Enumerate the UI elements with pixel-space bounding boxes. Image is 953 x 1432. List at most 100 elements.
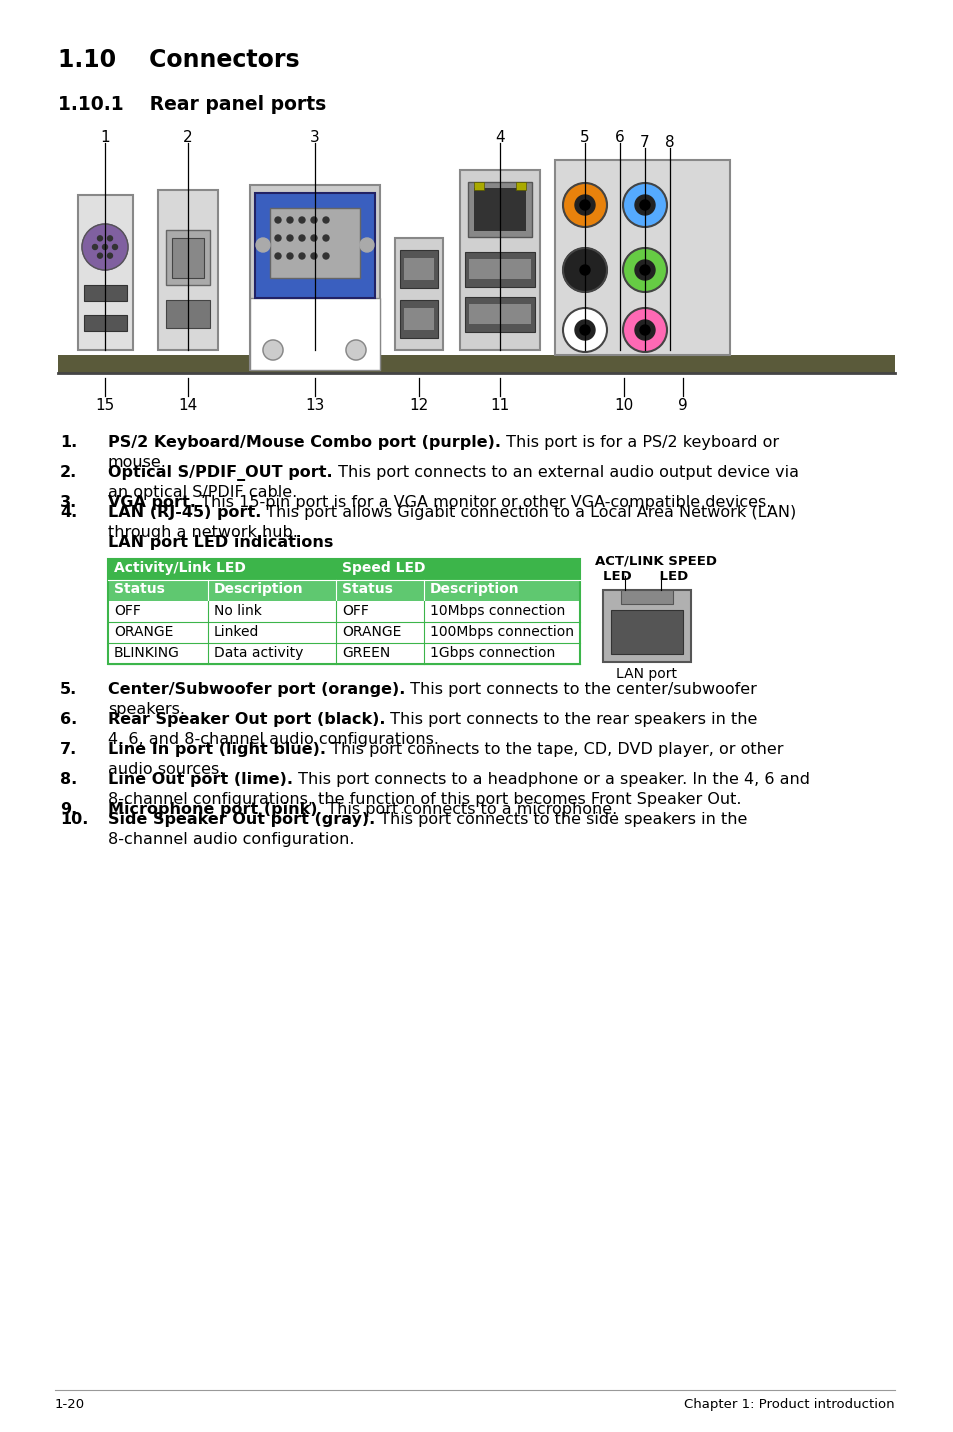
Text: 100Mbps connection: 100Mbps connection [430, 624, 574, 639]
Text: 8-channel configurations, the function of this port becomes Front Speaker Out.: 8-channel configurations, the function o… [108, 792, 740, 808]
Circle shape [274, 218, 281, 223]
Text: 12: 12 [409, 398, 428, 412]
Circle shape [82, 223, 128, 271]
Circle shape [298, 235, 305, 241]
Text: LAN port: LAN port [616, 667, 677, 682]
Circle shape [274, 253, 281, 259]
Bar [464, 296, 535, 332]
Text: 8.: 8. [60, 772, 77, 788]
Text: 4.: 4. [60, 505, 77, 520]
Text: Linked: Linked [213, 624, 259, 639]
Bar [468, 182, 532, 238]
Bar [469, 259, 531, 279]
Text: ORANGE: ORANGE [341, 624, 401, 639]
Text: an optical S/PDIF cable.: an optical S/PDIF cable. [108, 485, 297, 500]
Circle shape [622, 248, 666, 292]
Text: Rear Speaker Out port (black).: Rear Speaker Out port (black). [108, 712, 385, 727]
Text: 4: 4 [495, 130, 504, 145]
Text: ORANGE: ORANGE [113, 624, 173, 639]
Text: GREEN: GREEN [341, 646, 390, 660]
Circle shape [635, 195, 655, 215]
Circle shape [639, 200, 649, 211]
Bar [58, 355, 894, 372]
Text: This port connects to the side speakers in the: This port connects to the side speakers … [375, 812, 747, 828]
Circle shape [263, 339, 283, 359]
Text: LAN (RJ-45) port.: LAN (RJ-45) port. [108, 505, 261, 520]
Text: 11: 11 [490, 398, 509, 412]
Circle shape [323, 253, 329, 259]
Text: This port connects to a headphone or a speaker. In the 4, 6 and: This port connects to a headphone or a s… [293, 772, 809, 788]
Bar [108, 643, 579, 664]
Circle shape [311, 218, 316, 223]
Text: Line Out port (lime).: Line Out port (lime). [108, 772, 293, 788]
Bar [602, 590, 690, 662]
Bar [610, 610, 682, 654]
Circle shape [274, 235, 281, 241]
Text: 6: 6 [615, 130, 624, 145]
Circle shape [579, 325, 589, 335]
Bar [474, 182, 483, 190]
Text: 15: 15 [95, 398, 114, 412]
Circle shape [346, 339, 366, 359]
Circle shape [635, 319, 655, 339]
Bar [474, 188, 525, 231]
Text: Line In port (light blue).: Line In port (light blue). [108, 742, 326, 758]
Text: Speed LED: Speed LED [341, 561, 425, 576]
Circle shape [639, 265, 649, 275]
Circle shape [255, 238, 270, 252]
Bar [403, 308, 434, 329]
Text: 8-channel audio configuration.: 8-channel audio configuration. [108, 832, 355, 846]
Bar [172, 238, 204, 278]
Text: This port connects to an external audio output device via: This port connects to an external audio … [333, 465, 798, 480]
Circle shape [287, 235, 293, 241]
Bar [395, 238, 442, 349]
Circle shape [562, 248, 606, 292]
Bar [108, 558, 579, 664]
Text: through a network hub.: through a network hub. [108, 526, 297, 540]
Text: 1.10.1    Rear panel ports: 1.10.1 Rear panel ports [58, 95, 326, 115]
Circle shape [579, 200, 589, 211]
Bar [166, 299, 210, 328]
Circle shape [575, 319, 595, 339]
Circle shape [323, 218, 329, 223]
Text: 7.: 7. [60, 742, 77, 758]
Circle shape [579, 265, 589, 275]
Bar [84, 315, 127, 331]
Bar [270, 208, 359, 278]
Text: Activity/Link LED: Activity/Link LED [113, 561, 246, 576]
Text: Status: Status [341, 581, 393, 596]
Text: 3.: 3. [60, 495, 77, 510]
Circle shape [359, 238, 374, 252]
Text: 8: 8 [664, 135, 674, 150]
Text: OFF: OFF [341, 604, 369, 619]
Text: 10.: 10. [60, 812, 89, 828]
Text: This port connects to the center/subwoofer: This port connects to the center/subwoof… [405, 682, 757, 697]
Text: Data activity: Data activity [213, 646, 303, 660]
Circle shape [102, 245, 108, 249]
Circle shape [575, 261, 595, 281]
Bar [403, 258, 434, 281]
Text: 9.: 9. [60, 802, 77, 818]
Bar [399, 299, 437, 338]
Text: 2.: 2. [60, 465, 77, 480]
Text: 2: 2 [183, 130, 193, 145]
Text: 9: 9 [678, 398, 687, 412]
Circle shape [622, 308, 666, 352]
Bar [516, 182, 525, 190]
Circle shape [108, 253, 112, 258]
Bar [108, 601, 579, 621]
Text: speakers.: speakers. [108, 702, 185, 717]
Text: 3: 3 [310, 130, 319, 145]
Text: 5.: 5. [60, 682, 77, 697]
Text: Center/Subwoofer port (orange).: Center/Subwoofer port (orange). [108, 682, 405, 697]
Bar [84, 285, 127, 301]
Text: 6.: 6. [60, 712, 77, 727]
Text: ACT/LINK SPEED: ACT/LINK SPEED [595, 554, 717, 567]
Circle shape [287, 218, 293, 223]
Circle shape [97, 236, 102, 241]
Circle shape [92, 245, 97, 249]
Text: . This port connects to a microphone.: . This port connects to a microphone. [317, 802, 618, 818]
Text: This port is for a PS/2 keyboard or: This port is for a PS/2 keyboard or [500, 435, 779, 450]
Text: This port connects to the tape, CD, DVD player, or other: This port connects to the tape, CD, DVD … [326, 742, 782, 758]
Text: 13: 13 [305, 398, 324, 412]
